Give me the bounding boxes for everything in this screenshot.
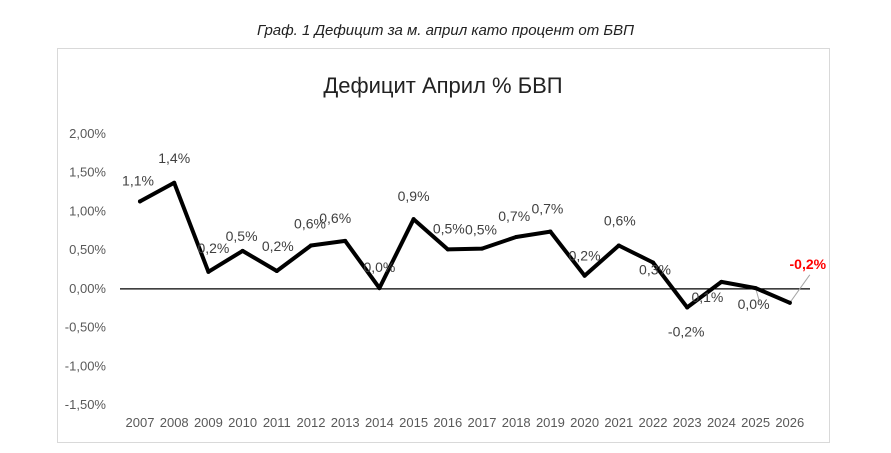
y-tick-label: 0,00%: [69, 281, 106, 296]
data-label: -0,2%: [668, 323, 705, 339]
data-point: [582, 273, 587, 278]
label-leader-line: [789, 274, 811, 304]
x-tick-label: 2013: [331, 415, 360, 430]
x-tick-label: 2017: [468, 415, 497, 430]
x-tick-label: 2022: [639, 415, 668, 430]
data-point: [514, 234, 519, 239]
y-tick-label: 1,00%: [69, 203, 106, 218]
series-line-deficit: [138, 180, 792, 310]
data-label: 0,2%: [569, 248, 601, 264]
data-point: [480, 246, 484, 251]
data-point: [753, 286, 758, 291]
chart-title: Дефицит Април % БВП: [323, 73, 562, 98]
y-tick-label: 1,50%: [69, 165, 106, 180]
data-label: 0,7%: [498, 208, 530, 224]
data-label: 0,2%: [262, 238, 294, 254]
data-label: 0,5%: [465, 222, 497, 238]
data-label: 0,0%: [738, 296, 770, 312]
data-point: [377, 286, 382, 291]
data-point: [274, 269, 279, 274]
x-tick-label: 2024: [707, 415, 736, 430]
data-point: [240, 248, 245, 253]
data-label: 1,4%: [158, 150, 190, 166]
y-tick-label: 2,00%: [69, 126, 106, 141]
x-tick-label: 2015: [399, 415, 428, 430]
x-tick-label: 2007: [126, 415, 155, 430]
data-label: 0,3%: [639, 262, 671, 278]
x-tick-label: 2012: [297, 415, 326, 430]
x-tick-label: 2025: [741, 415, 770, 430]
data-label: 0,2%: [197, 240, 229, 256]
data-label: 0,6%: [319, 210, 351, 226]
x-tick-label: 2011: [263, 415, 291, 430]
x-tick-label: 2016: [433, 415, 462, 430]
chart-frame: [57, 48, 830, 443]
data-point: [343, 238, 348, 243]
data-point: [651, 260, 655, 265]
x-tick-label: 2019: [536, 415, 565, 430]
data-label: 0,1%: [691, 289, 723, 305]
x-tick-label: 2021: [604, 415, 633, 430]
y-tick-label: -0,50%: [65, 320, 107, 335]
data-label: 0,5%: [226, 228, 258, 244]
data-point: [411, 217, 416, 222]
data-label: 0,6%: [604, 212, 636, 228]
figure-caption: Граф. 1 Дефицит за м. април като процент…: [256, 22, 635, 39]
data-point: [719, 279, 724, 284]
data-label: -0,2%: [790, 256, 827, 272]
x-tick-label: 2008: [160, 415, 189, 430]
data-point: [206, 269, 211, 274]
data-label: 0,6%: [294, 215, 326, 231]
data-label: 0,0%: [363, 259, 395, 275]
data-point: [787, 300, 792, 305]
y-tick-label: -1,50%: [65, 397, 107, 412]
y-tick-label: -1,00%: [65, 358, 107, 373]
x-tick-label: 2009: [194, 415, 223, 430]
data-label: 0,5%: [433, 220, 465, 236]
data-point: [616, 243, 621, 248]
y-tick-label: 0,50%: [69, 242, 106, 257]
x-tick-label: 2014: [365, 415, 394, 430]
data-label: 0,9%: [398, 188, 430, 204]
data-point: [685, 305, 690, 310]
x-tick-label: 2026: [775, 415, 804, 430]
x-tick-label: 2020: [570, 415, 599, 430]
data-point: [548, 229, 553, 234]
data-label: 0,7%: [531, 201, 563, 217]
data-point: [445, 247, 450, 252]
data-label: 1,1%: [122, 172, 154, 188]
data-point: [172, 180, 177, 185]
x-tick-label: 2010: [228, 415, 257, 430]
data-point: [138, 199, 142, 204]
x-tick-label: 2018: [502, 415, 531, 430]
x-tick-label: 2023: [673, 415, 702, 430]
data-point: [309, 243, 313, 248]
